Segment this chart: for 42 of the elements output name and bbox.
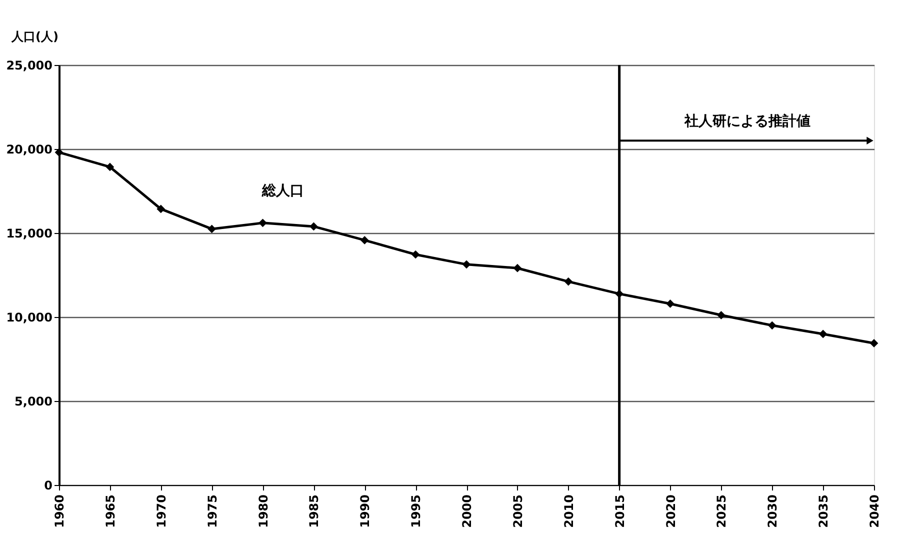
point bbox=[208, 224, 216, 234]
x-tick-label: 2020 bbox=[664, 494, 678, 528]
y-axis-title: 人口(人) bbox=[10, 30, 58, 44]
point bbox=[54, 148, 64, 157]
point bbox=[360, 236, 369, 244]
point bbox=[666, 300, 674, 308]
x-tick-label: 2025 bbox=[714, 494, 729, 528]
point bbox=[156, 204, 166, 214]
x-tick-label: 2040 bbox=[868, 494, 882, 528]
annotation: 社人研による推計値 bbox=[684, 114, 811, 130]
point bbox=[818, 330, 828, 338]
x-tick-label: 1985 bbox=[307, 494, 322, 528]
point bbox=[513, 264, 522, 272]
x-tick-label: 2030 bbox=[766, 494, 780, 528]
y-tick-label: 5,000 bbox=[14, 394, 52, 408]
y-tick-label: 15,000 bbox=[6, 226, 52, 240]
point bbox=[106, 162, 114, 172]
x-tick-label: 2005 bbox=[510, 494, 525, 528]
point bbox=[717, 310, 726, 320]
point bbox=[310, 222, 318, 231]
x-tick-label: 2000 bbox=[460, 494, 474, 528]
y-tick-label: 25,000 bbox=[6, 58, 52, 72]
x-tick-label: 2010 bbox=[562, 494, 576, 528]
x-tick-label: 2035 bbox=[816, 494, 831, 528]
point bbox=[564, 277, 573, 286]
point bbox=[462, 260, 471, 269]
point bbox=[411, 250, 420, 259]
x-tick-label: 1990 bbox=[358, 494, 372, 528]
x-tick-label: 1970 bbox=[154, 494, 168, 528]
y-tick-label: 20,000 bbox=[6, 142, 52, 156]
x-tick-label: 1995 bbox=[409, 494, 424, 528]
x-tick-label: 1975 bbox=[205, 494, 220, 528]
y-tick-label: 0 bbox=[44, 478, 52, 492]
x-tick-label: 1980 bbox=[256, 494, 270, 528]
x-tick-label: 1965 bbox=[103, 494, 118, 528]
point bbox=[768, 321, 776, 330]
x-tick-label: 2015 bbox=[612, 494, 627, 528]
y-tick-label: 10,000 bbox=[6, 310, 52, 324]
x-tick-label: 1960 bbox=[52, 494, 66, 528]
point bbox=[870, 339, 878, 348]
point bbox=[258, 218, 267, 228]
annotation: 総人口 bbox=[261, 183, 304, 199]
